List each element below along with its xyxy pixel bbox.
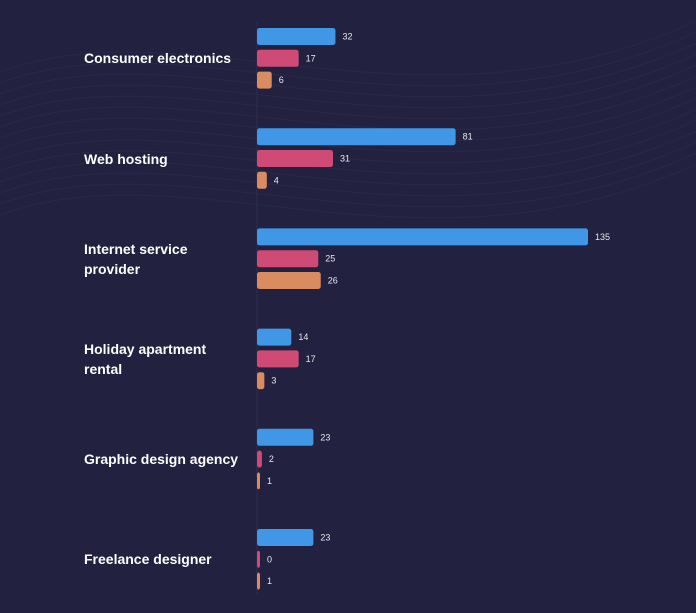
bar: [257, 228, 588, 246]
value-label: 3: [271, 376, 276, 386]
value-label: 135: [595, 232, 610, 242]
background-wave-line: [0, 141, 696, 197]
bar: [257, 28, 336, 45]
bar: [257, 128, 456, 146]
bar: [257, 472, 260, 490]
bar: [257, 250, 319, 268]
background-wave-line: [0, 163, 696, 219]
value-label: 32: [342, 32, 352, 42]
category-label: Graphic design agency: [84, 451, 239, 468]
value-label: 6: [279, 75, 284, 85]
bar: [257, 328, 292, 346]
category-label: Consumer electronics: [84, 50, 232, 67]
value-label: 23: [320, 533, 330, 543]
bars: 32 17 6 81 31 4 135 25 26 14 17 3 23 2 1 23 0 1: [257, 28, 610, 590]
value-label: 81: [463, 132, 473, 142]
value-label: 23: [320, 432, 330, 442]
bar: [257, 171, 267, 189]
background-wave-line: [0, 20, 696, 76]
value-label: 25: [325, 254, 335, 264]
bar: [257, 272, 321, 289]
category-label: Freelance designer: [84, 551, 212, 568]
value-label: 4: [274, 175, 279, 185]
category-label: Web hosting: [84, 150, 168, 167]
bar: [257, 49, 299, 67]
bar: [257, 572, 260, 590]
bar: [257, 71, 272, 89]
value-label: 0: [267, 554, 272, 564]
value-label: 26: [328, 276, 338, 286]
background-wave-line: [0, 152, 696, 208]
value-label: 17: [306, 354, 316, 364]
bar: [257, 529, 314, 546]
value-label: 17: [306, 53, 316, 63]
category-label: Internet service provider: [84, 240, 188, 277]
background-wave-line: [0, 53, 696, 109]
background-wave-line: [0, 42, 696, 98]
background-waves: [0, 20, 696, 219]
background-wave-line: [0, 75, 696, 131]
bar: [257, 350, 299, 368]
background-wave-line: [0, 97, 696, 153]
category-label: Holiday apartment rental: [84, 340, 207, 377]
value-label: 2: [269, 454, 274, 464]
background-wave-line: [0, 130, 696, 186]
bar: [257, 372, 265, 390]
value-label: 14: [298, 332, 308, 342]
value-label: 31: [340, 154, 350, 164]
background-wave-line: [0, 64, 696, 120]
value-label: 1: [267, 476, 272, 486]
value-label: 1: [267, 576, 272, 586]
background-wave-line: [0, 31, 696, 87]
bar: [257, 428, 314, 446]
bar: [257, 550, 260, 568]
bar: [257, 450, 262, 468]
bar: [257, 150, 334, 167]
